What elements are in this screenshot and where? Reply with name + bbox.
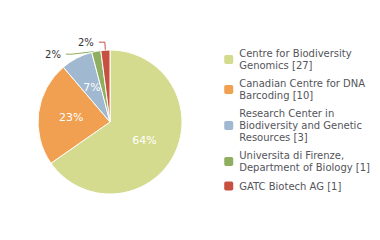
svg-text:7%: 7% xyxy=(83,81,100,94)
svg-text:Universita di Firenze,: Universita di Firenze, xyxy=(239,150,344,161)
svg-text:Research Center in: Research Center in xyxy=(239,108,334,119)
svg-text:Biodiversity and Genetic: Biodiversity and Genetic xyxy=(239,120,362,131)
svg-text:Genomics [27]: Genomics [27] xyxy=(239,60,312,71)
svg-text:Resources [3]: Resources [3] xyxy=(239,132,308,143)
svg-text:Centre for Biodiversity: Centre for Biodiversity xyxy=(239,48,352,59)
svg-text:Department of Biology [1]: Department of Biology [1] xyxy=(239,162,370,173)
svg-text:Barcoding [10]: Barcoding [10] xyxy=(239,90,313,101)
svg-text:2%: 2% xyxy=(45,49,61,60)
svg-text:GATC Biotech AG [1]: GATC Biotech AG [1] xyxy=(239,181,341,192)
svg-text:23%: 23% xyxy=(59,111,83,124)
svg-text:2%: 2% xyxy=(78,37,94,48)
svg-text:64%: 64% xyxy=(132,134,156,147)
svg-text:Canadian Centre for DNA: Canadian Centre for DNA xyxy=(239,78,365,89)
